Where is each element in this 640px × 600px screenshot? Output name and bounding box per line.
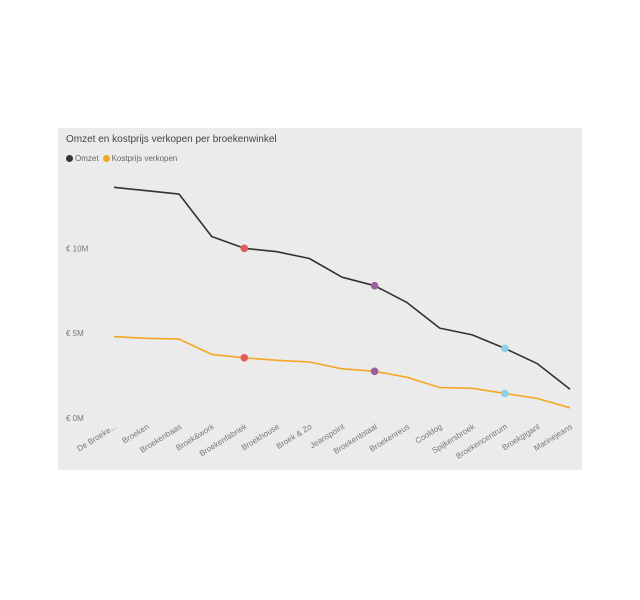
x-tick-label: Broek & Zo	[275, 422, 314, 451]
data-point-marker[interactable]	[240, 244, 249, 253]
legend-item-omzet[interactable]: Omzet	[66, 154, 99, 163]
y-tick-label: € 0M	[66, 414, 84, 423]
chart-title: Omzet en kostprijs verkopen per broekenw…	[66, 134, 277, 145]
chart-panel: Omzet en kostprijs verkopen per broekenw…	[58, 128, 582, 470]
y-tick-label: € 10M	[66, 244, 89, 253]
legend-label-omzet: Omzet	[75, 154, 99, 163]
data-point-marker[interactable]	[501, 344, 509, 353]
legend-dot-omzet	[66, 155, 73, 162]
data-point-marker[interactable]	[240, 353, 249, 362]
legend-dot-kostprijs	[102, 155, 110, 162]
y-tick-label: € 5M	[66, 329, 84, 338]
series-line-kostprijs[interactable]	[113, 335, 571, 409]
data-point-marker[interactable]	[370, 281, 379, 290]
legend-item-kostprijs[interactable]: Kostprijs verkopen	[102, 154, 178, 163]
x-tick-label: De Broeke...	[76, 422, 118, 453]
data-point-marker[interactable]	[370, 367, 379, 376]
data-point-marker[interactable]	[501, 389, 509, 398]
legend-label-kostprijs: Kostprijs verkopen	[111, 154, 178, 163]
legend: Omzet Kostprijs verkopen	[66, 154, 181, 163]
series-line-omzet[interactable]	[113, 186, 571, 390]
